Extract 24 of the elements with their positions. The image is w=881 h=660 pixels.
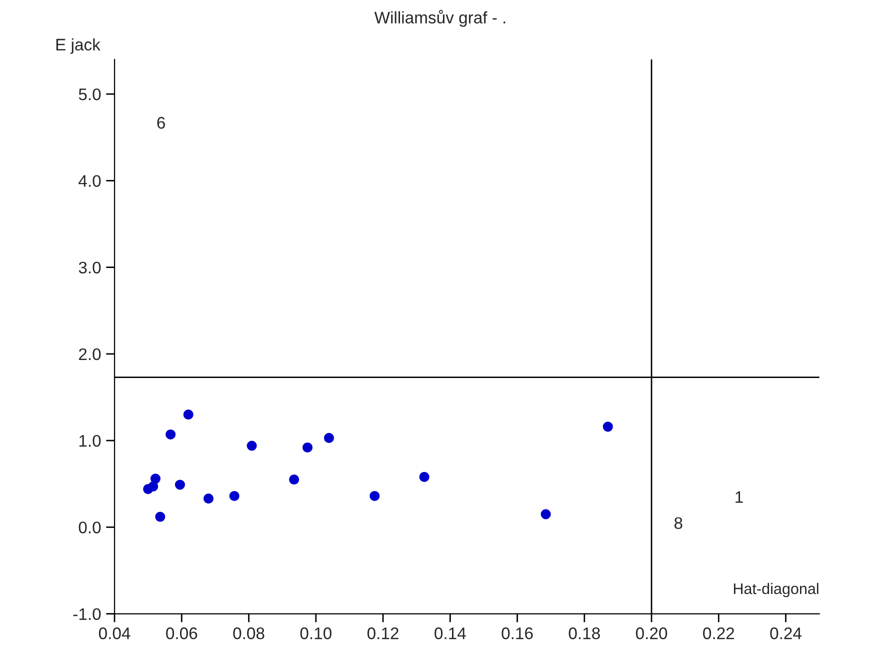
x-tick-label: 0.20 [636,627,668,640]
x-tick-label: 0.14 [434,627,466,640]
y-tick-label: 3.0 [78,262,101,274]
x-tick-label: 0.10 [300,627,332,640]
annotation: 8 [674,517,682,530]
y-tick-label: 2.0 [79,348,101,360]
x-tick-label: 0.04 [98,627,130,640]
x-tick-label: 0.18 [568,627,600,640]
x-tick-label: 0.12 [367,627,398,640]
x-tick-label: 0.22 [703,627,734,640]
x-tick-label: 0.08 [233,627,264,640]
x-tick-label: 0.06 [166,627,198,640]
chart-title: Williamsův graf - . [374,10,506,27]
x-tick-label: 0.16 [502,627,533,640]
annotation: 6 [157,116,165,129]
y-tick-label: 0.0 [78,522,101,534]
y-tick-label: -1.0 [73,608,101,620]
y-tick-label: 1.0 [79,434,101,447]
y-tick-label: 4.0 [78,175,101,187]
annotation: 1 [736,491,743,503]
y-tick-label: 5.0 [78,88,101,100]
x-tick-label: 0.24 [770,627,802,640]
x-axis-title: Hat-diagonal [734,582,818,598]
y-axis-title: E jack [56,38,100,54]
